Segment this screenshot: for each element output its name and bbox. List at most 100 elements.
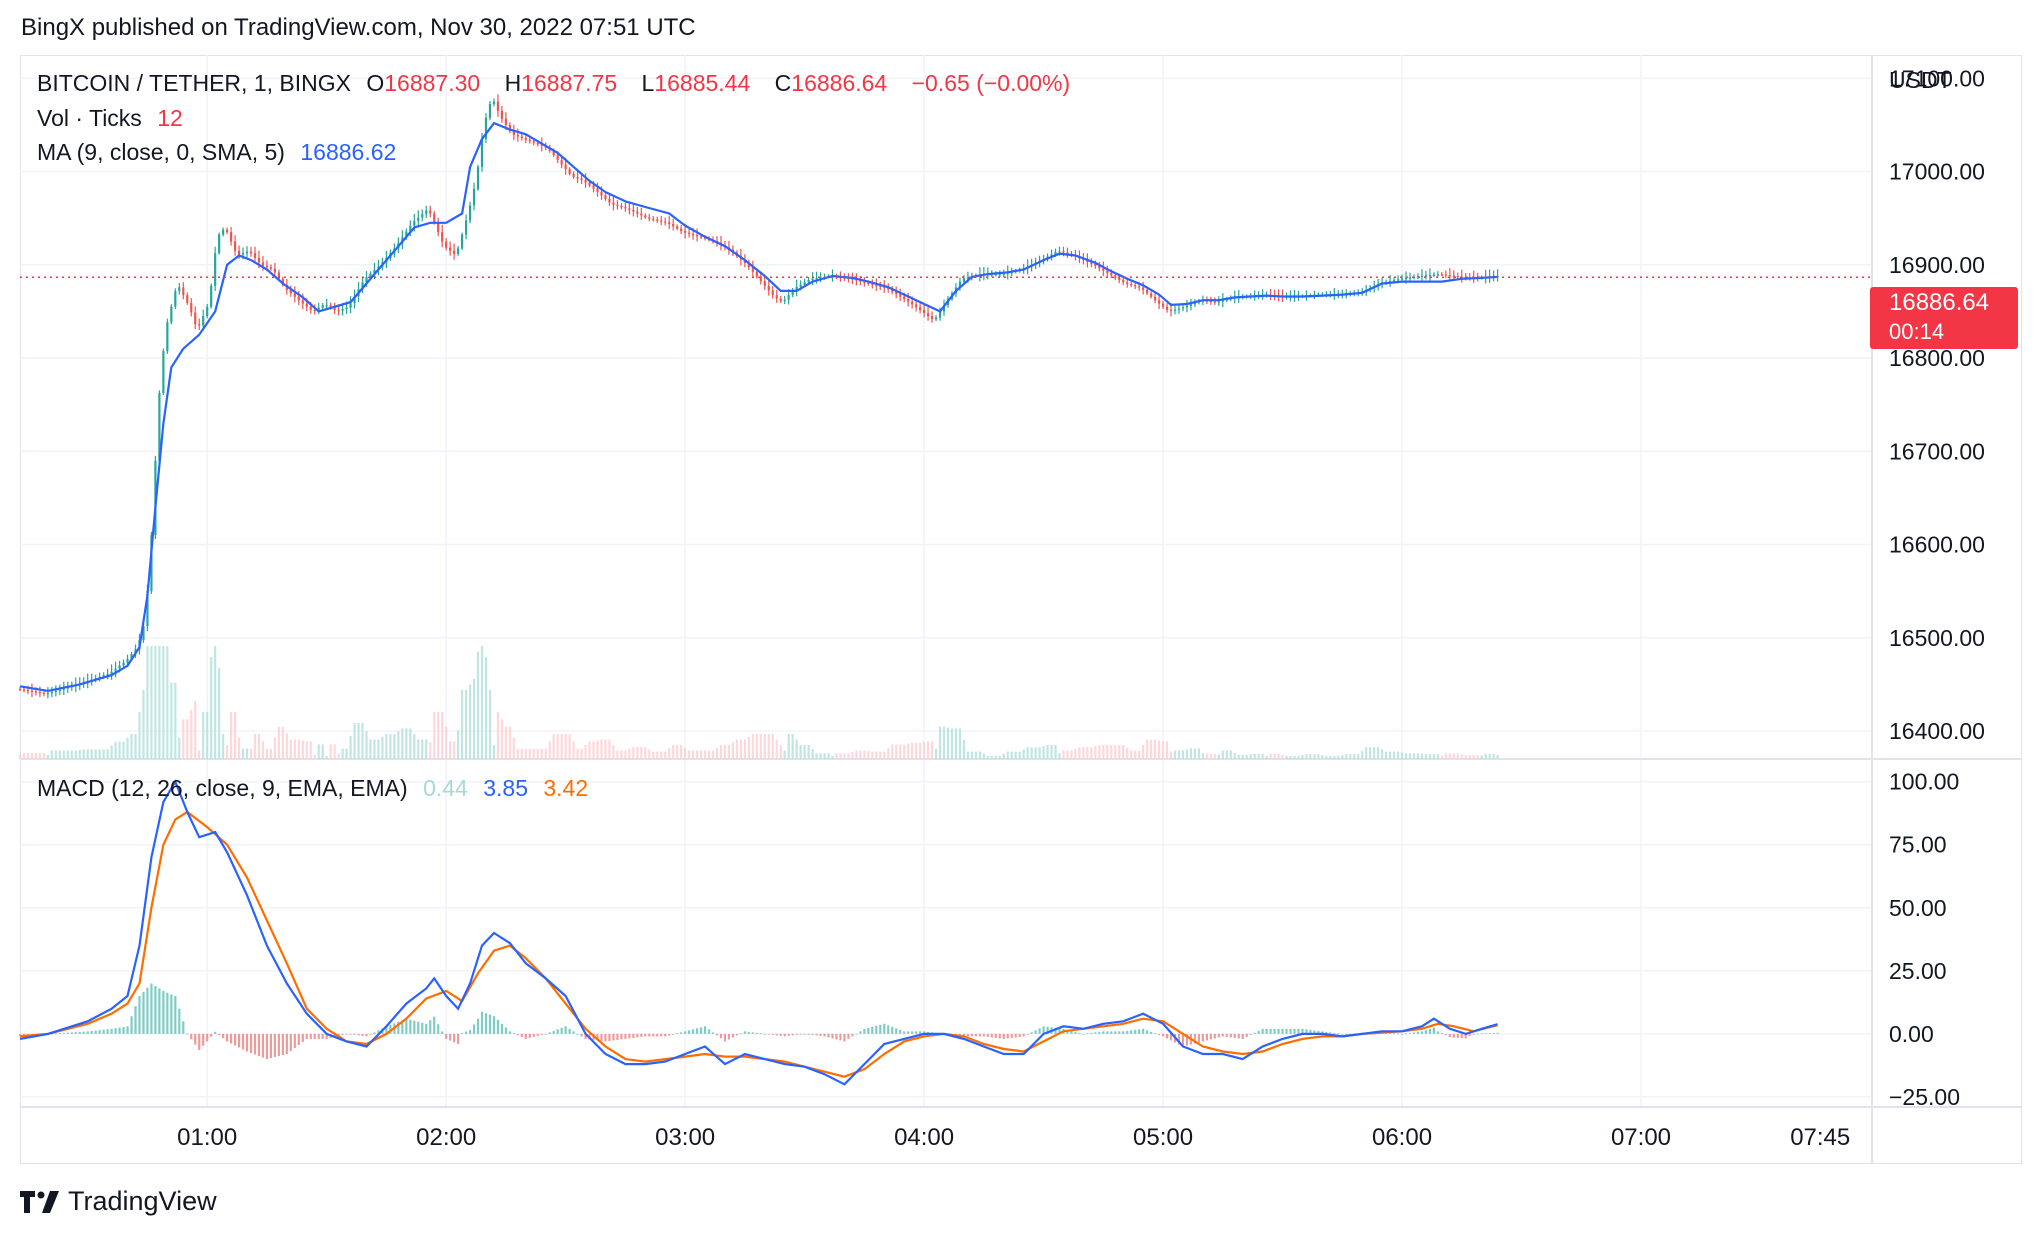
histogram-bar [688, 1030, 691, 1034]
histogram-bar [90, 1030, 93, 1034]
histogram-bar [707, 1029, 711, 1034]
volume-bar [1396, 751, 1400, 759]
volume-bar [919, 742, 922, 759]
candle-body [1404, 277, 1408, 280]
price-axis-unit[interactable]: USDT [1889, 67, 1952, 93]
published-caption: BingX published on TradingView.com, Nov … [21, 14, 696, 41]
volume-bar [1173, 750, 1177, 759]
histogram-bar [847, 1033, 850, 1039]
candle-body [552, 150, 555, 156]
histogram-bar [1396, 1033, 1400, 1035]
histogram-bar [333, 1033, 336, 1037]
volume-bar [899, 744, 902, 759]
candle-body [1189, 304, 1193, 306]
volume-bar [277, 726, 280, 759]
candle-body [787, 295, 790, 300]
volume-bar [1305, 754, 1308, 759]
histogram-bar [1285, 1028, 1288, 1034]
volume-bar [783, 750, 786, 759]
symbol-label[interactable]: BITCOIN / TETHER, 1, BINGX [37, 70, 351, 96]
histogram-bar [18, 1033, 22, 1037]
candle-body [799, 284, 802, 287]
candle-body [18, 689, 22, 691]
histogram-bar [154, 985, 157, 1034]
legend-macd[interactable]: MACD (12, 26, close, 9, EMA, EMA) 0.44 3… [37, 775, 597, 802]
volume-bar [138, 712, 141, 759]
histogram-bar [879, 1024, 882, 1034]
histogram-bar [289, 1033, 292, 1052]
candle-body [301, 300, 304, 304]
tradingview-logo[interactable]: TradingView [20, 1186, 217, 1217]
candle-body [1002, 273, 1005, 275]
legend-volume[interactable]: Vol · Ticks 12 [37, 105, 192, 132]
histogram-bar [1317, 1030, 1320, 1034]
candle-body [680, 228, 683, 231]
volume-bar [560, 734, 563, 759]
volume-bar [425, 739, 428, 759]
macd-histogram [18, 983, 1499, 1060]
open-label: O [366, 70, 385, 96]
volume-bar [691, 750, 695, 759]
histogram-bar [723, 1033, 727, 1042]
histogram-bar [907, 1031, 910, 1034]
volume-bar [1090, 747, 1093, 759]
volume-bar [950, 728, 954, 759]
histogram-bar [138, 996, 141, 1034]
volume-bar [684, 747, 687, 759]
volume-bar [747, 736, 750, 759]
candle-body [449, 247, 452, 251]
volume-bar [18, 754, 22, 759]
candle-body [1177, 308, 1181, 310]
volume-bar [182, 719, 185, 759]
histogram-bar [1150, 1031, 1153, 1034]
histogram-bar [1217, 1033, 1220, 1038]
histogram-bar [919, 1031, 922, 1034]
candle-body [1456, 276, 1459, 278]
volume-bar [1150, 739, 1153, 759]
histogram-bar [835, 1033, 838, 1040]
candle-body [361, 282, 364, 290]
histogram-bar [78, 1031, 81, 1034]
candle-body [484, 117, 488, 139]
candle-body [325, 305, 328, 307]
candle-body [1209, 300, 1212, 303]
histogram-bar [1313, 1030, 1316, 1034]
candle-body [1110, 272, 1113, 276]
histogram-bar [998, 1033, 1001, 1039]
bar-countdown: 00:14 [1889, 319, 1945, 344]
candle-body [1428, 275, 1432, 277]
candle-body [226, 229, 229, 233]
candle-body [699, 236, 703, 238]
volume-bar [1209, 753, 1212, 759]
volume-bar [1337, 756, 1340, 759]
volume-bar [934, 748, 938, 759]
candle-body [166, 322, 169, 352]
candle-body [636, 211, 639, 214]
candle-body [1436, 274, 1439, 276]
volume-bar [365, 731, 368, 759]
histogram-bar [875, 1025, 878, 1034]
candle-body [1420, 275, 1424, 278]
legend-ma[interactable]: MA (9, close, 0, SMA, 5) 16886.62 [37, 139, 405, 166]
histogram-bar [775, 1033, 778, 1036]
histogram-bar [457, 1033, 460, 1044]
candle-body [656, 219, 659, 221]
volume-bar [1074, 748, 1077, 759]
volume-bar [1325, 756, 1328, 759]
histogram-bar [158, 988, 161, 1034]
volume-bar [313, 754, 316, 759]
candle-body [492, 101, 496, 104]
volume-bar [1082, 747, 1085, 759]
candle-body [1090, 262, 1093, 264]
candle-body [341, 309, 344, 311]
volume-bar [269, 748, 273, 759]
volume-bar [994, 756, 997, 759]
candle-body [1134, 285, 1137, 287]
histogram-bar [911, 1031, 914, 1034]
histogram-bar [739, 1033, 742, 1035]
histogram-bar [620, 1033, 623, 1040]
candle-body [747, 263, 750, 268]
candle-body [958, 281, 962, 288]
signal-line [19, 810, 1498, 1078]
